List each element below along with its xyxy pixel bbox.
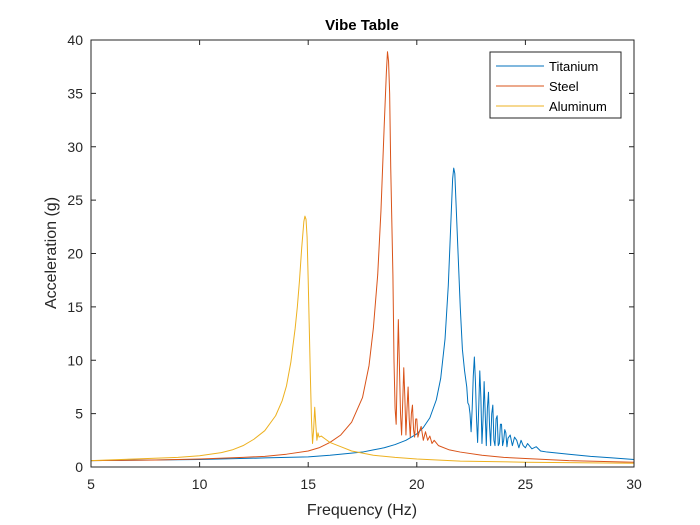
- y-tick-label: 0: [75, 459, 83, 475]
- series-line-aluminum: [90, 215, 635, 464]
- x-tick-label: 20: [409, 476, 425, 492]
- y-tick-label: 30: [67, 139, 83, 155]
- x-tick-label: 10: [192, 476, 208, 492]
- legend-label-steel: Steel: [549, 79, 579, 94]
- x-tick-label: 5: [87, 476, 95, 492]
- chart-title: Vibe Table: [325, 17, 399, 34]
- y-tick-label: 40: [67, 32, 83, 48]
- x-tick-label: 30: [626, 476, 642, 492]
- legend-box: [489, 51, 622, 119]
- legend: Titanium Steel Aluminum: [489, 51, 622, 119]
- y-tick-label: 15: [67, 299, 83, 315]
- y-tick-label: 5: [75, 406, 83, 422]
- x-tick-label: 25: [518, 476, 534, 492]
- y-tick-label: 20: [67, 246, 83, 262]
- series-line-titanium: [90, 167, 635, 462]
- legend-label-aluminum: Aluminum: [549, 99, 607, 114]
- y-tick-label: 25: [67, 192, 83, 208]
- x-tick-label: 15: [300, 476, 316, 492]
- series-line-steel: [90, 51, 635, 463]
- y-axis-label: Acceleration (g): [43, 197, 60, 309]
- y-tick-label: 35: [67, 85, 83, 101]
- x-axis-label: Frequency (Hz): [307, 502, 417, 519]
- series-layer: [90, 51, 635, 464]
- legend-label-titanium: Titanium: [549, 59, 598, 74]
- y-tick-label: 10: [67, 352, 83, 368]
